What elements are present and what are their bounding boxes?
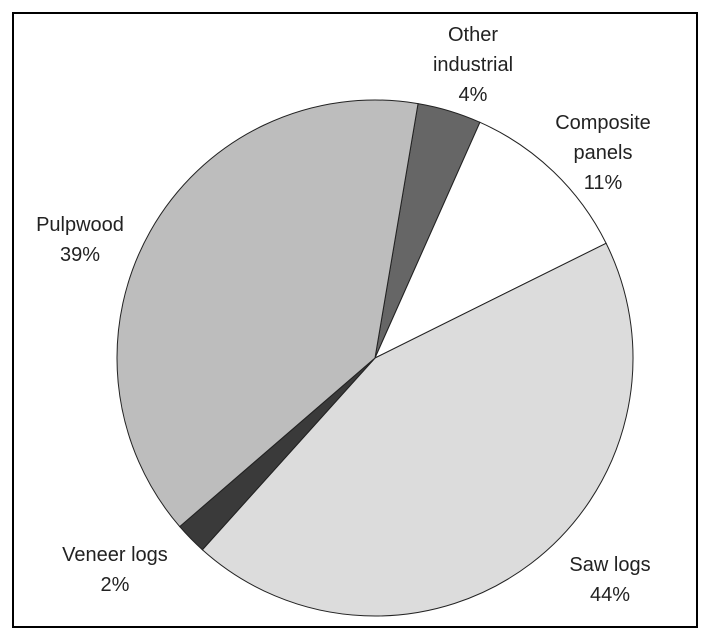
category-label: Veneer logs — [62, 544, 168, 566]
value-label: 39% — [59, 244, 101, 266]
slice-label: Pulpwood 39% — [15, 210, 145, 270]
pie-slice — [373, 121, 607, 360]
pie-slice — [116, 99, 419, 528]
slice-label: Veneer logs 2% — [35, 540, 195, 600]
slice-label: Saw logs 44% — [540, 550, 680, 610]
category-label: Other industrial — [432, 24, 514, 76]
category-label: Pulpwood — [36, 214, 124, 236]
category-label: Saw logs — [569, 554, 651, 576]
value-label: 11% — [583, 172, 623, 194]
value-label: 4% — [458, 84, 488, 106]
category-label: Composite panels — [555, 112, 651, 164]
value-label: 2% — [100, 574, 130, 596]
slice-label: Other industrial 4% — [418, 20, 528, 110]
slice-label: Composite panels 11% — [548, 108, 658, 198]
pie-slice — [201, 242, 634, 617]
frame — [12, 12, 698, 628]
value-label: 44% — [589, 584, 631, 606]
